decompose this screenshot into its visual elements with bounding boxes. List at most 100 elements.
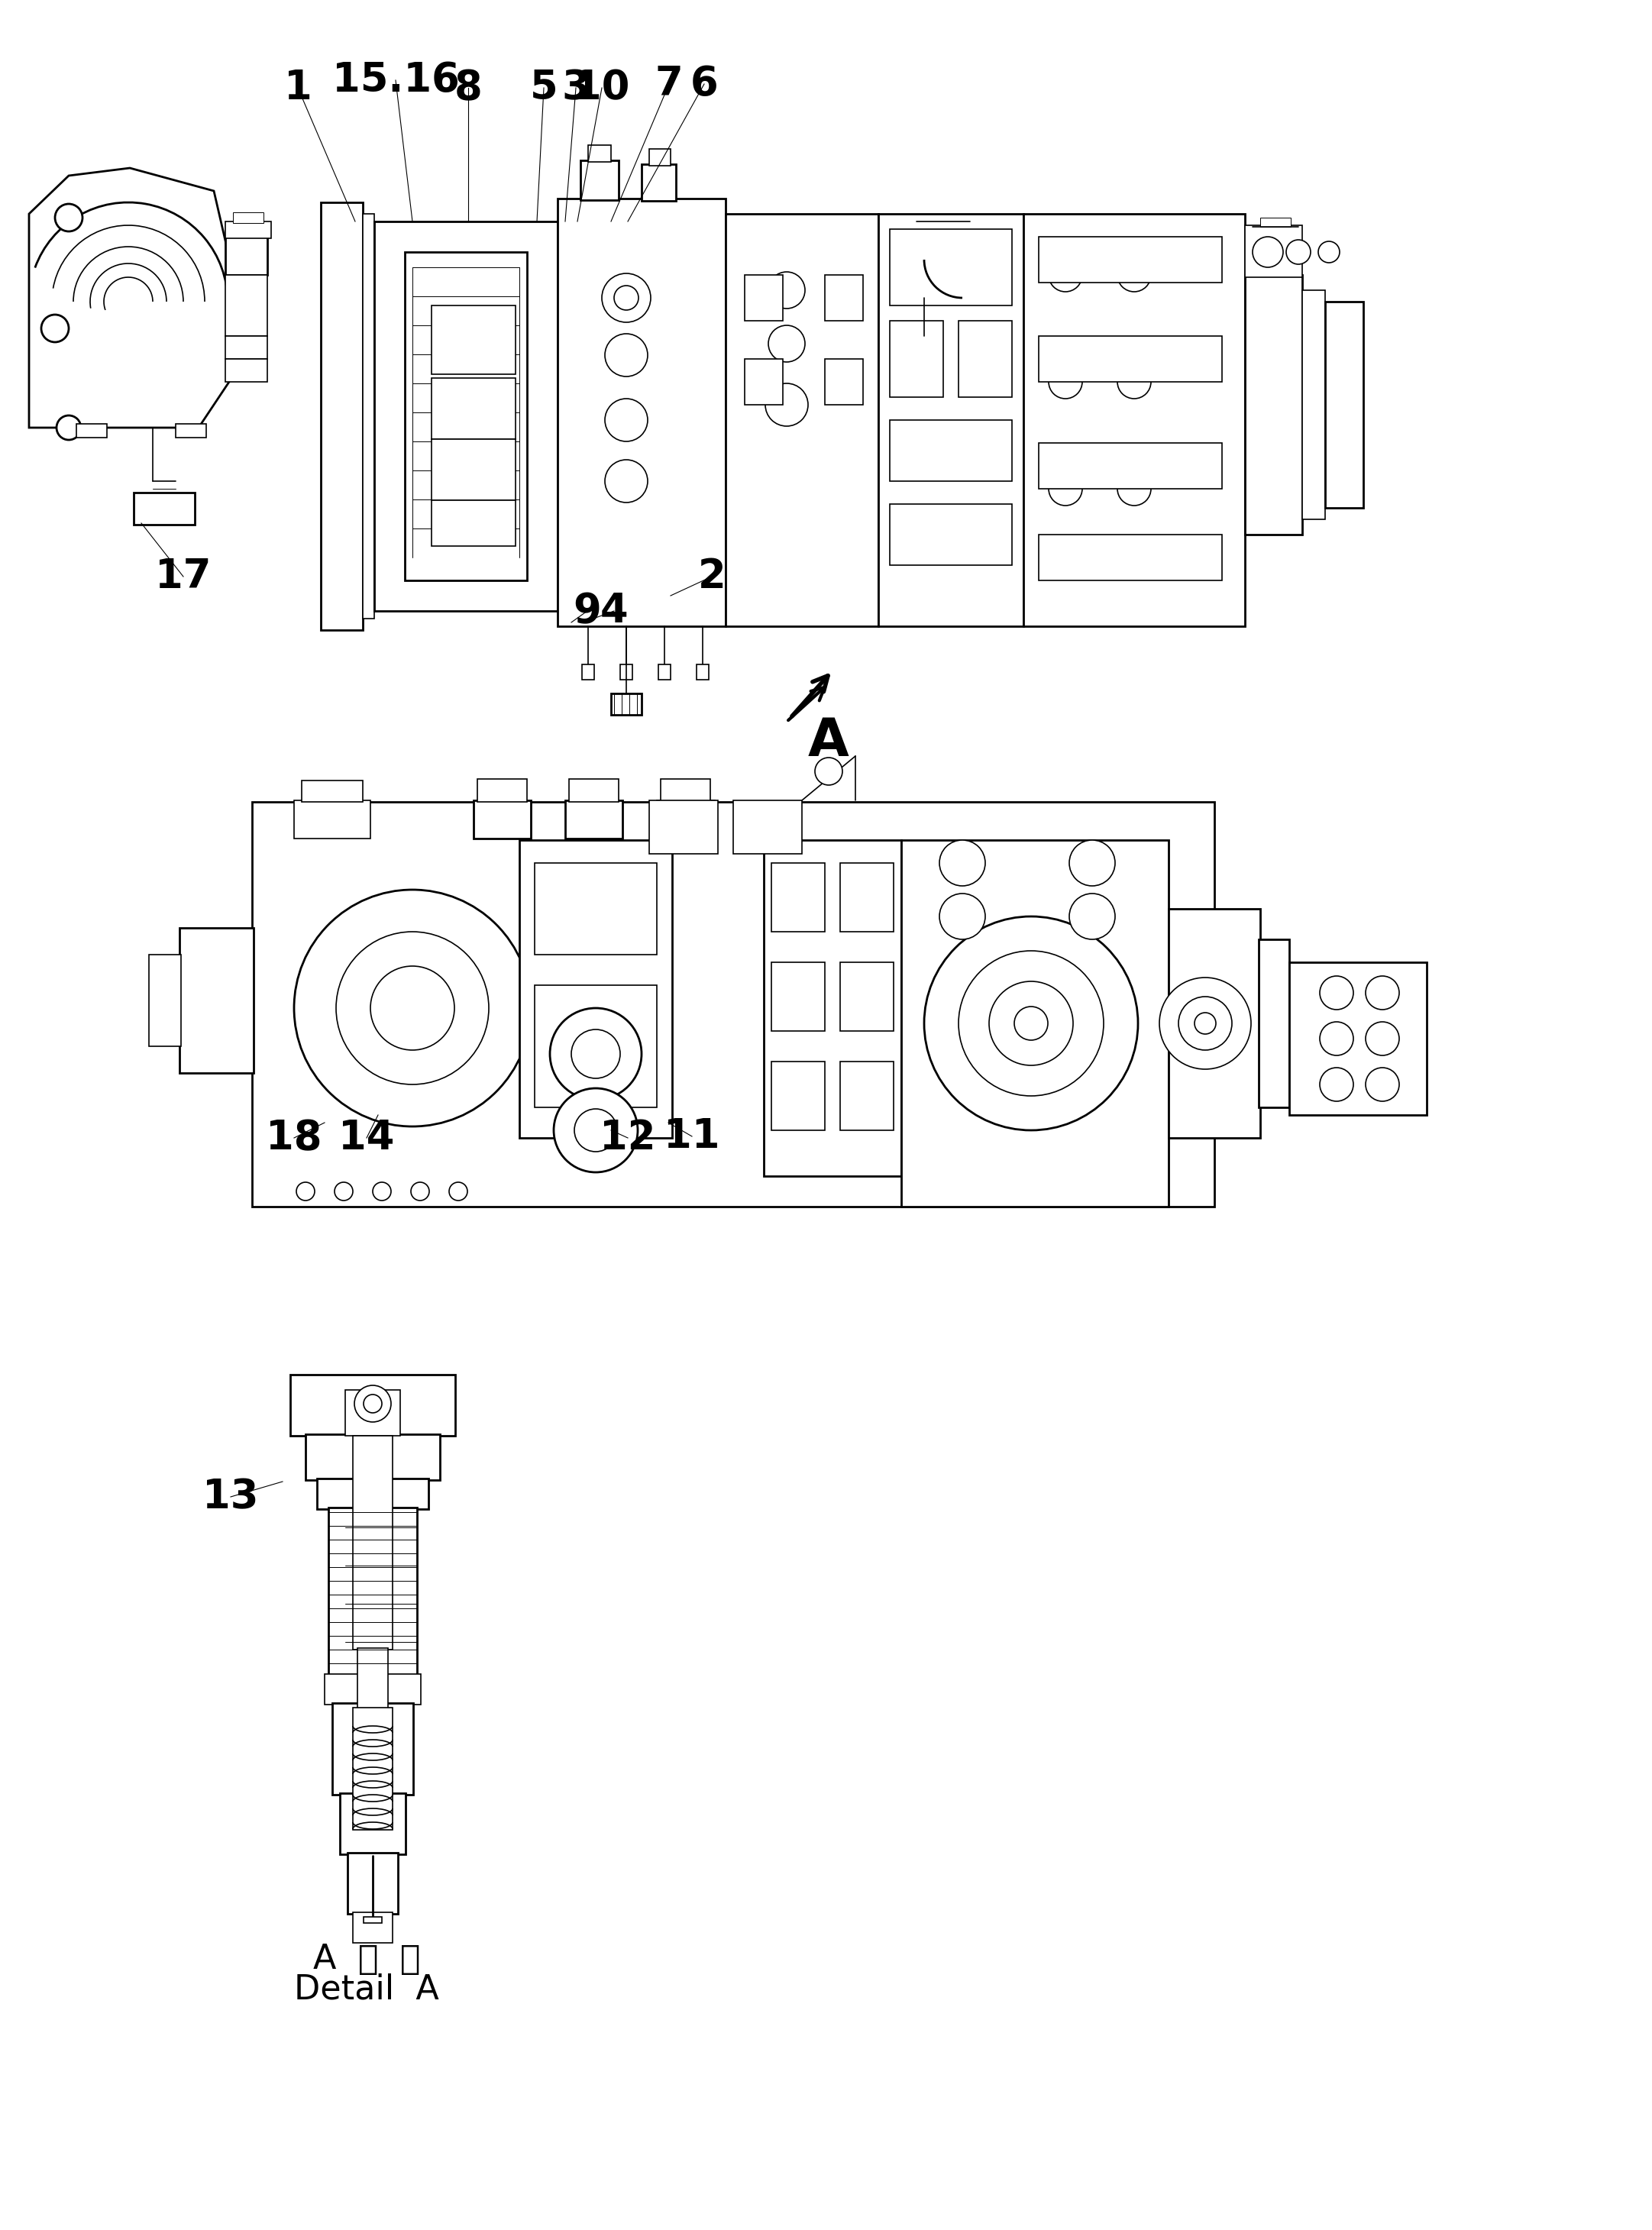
Circle shape xyxy=(1252,236,1284,268)
Circle shape xyxy=(363,1394,382,1414)
Bar xyxy=(375,221,557,611)
Bar xyxy=(1289,963,1427,1115)
Circle shape xyxy=(1160,977,1251,1068)
Bar xyxy=(745,359,783,406)
Circle shape xyxy=(449,1182,468,1200)
Bar xyxy=(317,1478,428,1510)
Circle shape xyxy=(1287,241,1310,263)
Bar xyxy=(1039,337,1222,381)
Bar xyxy=(824,359,862,406)
Circle shape xyxy=(575,1108,618,1151)
Text: Detail  A: Detail A xyxy=(294,1974,439,2005)
Circle shape xyxy=(768,326,805,361)
Bar xyxy=(659,665,671,680)
Bar xyxy=(771,1061,824,1131)
Bar xyxy=(149,954,182,1046)
Bar xyxy=(431,306,515,375)
Circle shape xyxy=(958,950,1104,1095)
Bar xyxy=(306,1434,439,1481)
Circle shape xyxy=(1117,473,1151,506)
Bar xyxy=(354,1436,393,1650)
Bar xyxy=(1325,301,1363,508)
Circle shape xyxy=(1194,1012,1216,1035)
Bar xyxy=(611,694,641,716)
Bar xyxy=(340,1793,405,1855)
Bar xyxy=(725,214,879,627)
Circle shape xyxy=(940,841,985,885)
Text: A: A xyxy=(808,716,849,767)
Bar xyxy=(431,379,515,439)
Bar xyxy=(225,359,268,381)
Bar xyxy=(890,321,943,397)
Text: 14: 14 xyxy=(339,1117,395,1157)
Circle shape xyxy=(553,1088,638,1173)
Bar xyxy=(347,1853,398,1913)
Circle shape xyxy=(335,932,489,1084)
Text: 12: 12 xyxy=(600,1117,656,1157)
Circle shape xyxy=(601,274,651,323)
Circle shape xyxy=(1318,241,1340,263)
Bar xyxy=(233,212,264,223)
Bar xyxy=(253,803,1214,1206)
Circle shape xyxy=(411,1182,430,1200)
Bar xyxy=(175,424,206,437)
Circle shape xyxy=(41,314,69,341)
Circle shape xyxy=(56,415,81,439)
Text: 5: 5 xyxy=(530,67,558,107)
Bar xyxy=(354,1913,393,1942)
Bar xyxy=(588,145,611,163)
Text: 2: 2 xyxy=(697,558,725,595)
Bar xyxy=(535,986,657,1108)
Text: 7: 7 xyxy=(654,65,682,105)
Text: 13: 13 xyxy=(203,1476,259,1516)
Bar xyxy=(1246,274,1302,535)
Circle shape xyxy=(1049,473,1082,506)
Bar xyxy=(958,321,1013,397)
Bar xyxy=(363,214,375,618)
Bar xyxy=(641,165,676,201)
Circle shape xyxy=(990,981,1074,1066)
Circle shape xyxy=(355,1385,392,1423)
Polygon shape xyxy=(30,167,236,428)
Bar xyxy=(745,274,783,321)
Bar xyxy=(354,1708,393,1831)
Text: 10: 10 xyxy=(573,67,629,107)
Bar xyxy=(657,801,714,838)
Circle shape xyxy=(1178,997,1232,1050)
Bar xyxy=(620,665,633,680)
Bar xyxy=(733,801,801,854)
Circle shape xyxy=(605,399,648,442)
Circle shape xyxy=(1320,1068,1353,1102)
Bar xyxy=(580,161,618,201)
Text: 8: 8 xyxy=(454,67,482,107)
Bar xyxy=(1039,535,1222,580)
Bar xyxy=(1259,939,1289,1108)
Bar xyxy=(1024,214,1246,627)
Bar xyxy=(879,214,1024,627)
Circle shape xyxy=(373,1182,392,1200)
Circle shape xyxy=(1117,259,1151,292)
Bar xyxy=(535,863,657,954)
Circle shape xyxy=(1117,366,1151,399)
Bar xyxy=(841,963,894,1030)
Circle shape xyxy=(1049,259,1082,292)
Circle shape xyxy=(1366,1021,1399,1055)
Bar xyxy=(332,1704,413,1795)
Bar xyxy=(225,221,271,239)
Text: 6: 6 xyxy=(691,65,719,105)
Bar xyxy=(841,1061,894,1131)
Bar xyxy=(474,801,530,838)
Bar xyxy=(134,493,195,524)
Bar xyxy=(431,439,515,500)
Circle shape xyxy=(296,1182,314,1200)
Circle shape xyxy=(294,890,530,1126)
Text: A  詳  細: A 詳 細 xyxy=(312,1942,420,1976)
Bar xyxy=(324,1675,421,1704)
Circle shape xyxy=(1069,841,1115,885)
Circle shape xyxy=(765,384,808,426)
Bar xyxy=(1302,290,1325,520)
Bar xyxy=(291,1374,456,1436)
Bar xyxy=(1039,444,1222,488)
Bar xyxy=(565,801,623,838)
Text: 17: 17 xyxy=(155,558,211,595)
